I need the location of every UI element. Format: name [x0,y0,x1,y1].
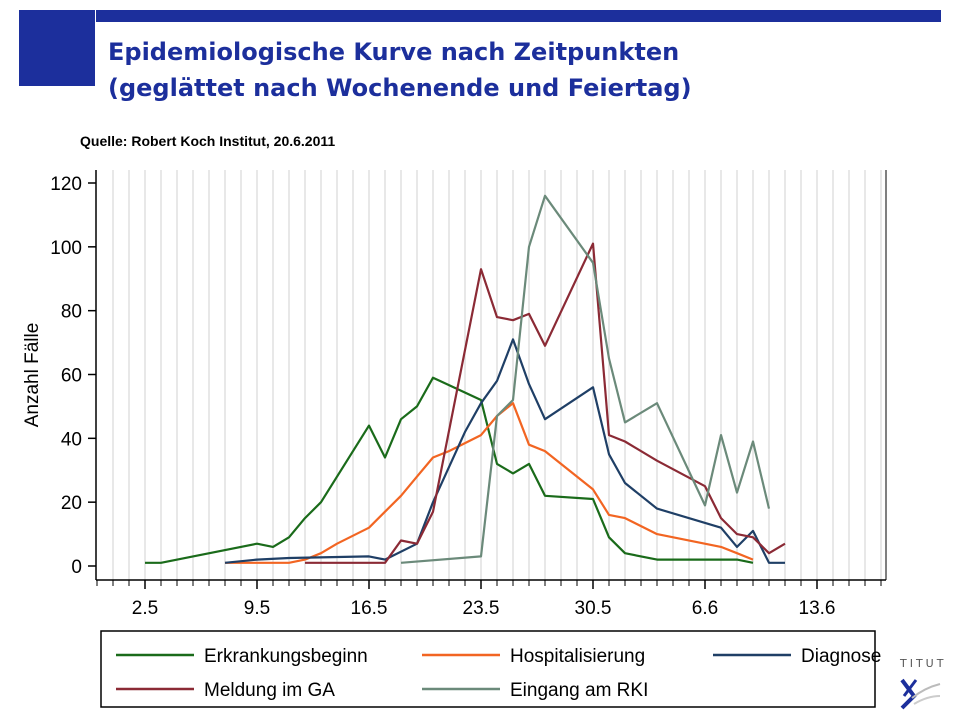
axis-layer: 0 20 40 60 80 100 120 2.5 9.5 16.5 23.5 30.5 6.6 13.6 [50,170,887,619]
legend-label-2: Diagnose [801,646,881,667]
series-line-2 [224,338,785,564]
logo-text: TITUT [900,657,947,670]
x-tick-label: 6.6 [692,598,718,619]
x-tick-label: 16.5 [351,598,388,619]
title-line-2: (geglättet nach Wochenende und Feiertag) [108,74,692,102]
x-tick-label: 9.5 [244,598,270,619]
y-tick-label: 100 [50,238,82,259]
legend: Erkrankungsbeginn Hospitalisierung Diagnos… [100,630,881,708]
y-tick-label: 40 [61,429,82,450]
series-line-3 [305,242,786,564]
y-tick-label: 80 [61,302,82,323]
legend-label-4: Eingang am RKI [510,680,648,701]
y-axis-label: Anzahl Fälle [22,323,43,428]
x-logo-icon [900,678,941,710]
y-tick-label: 20 [61,493,82,514]
header-blue-square [19,10,95,86]
page-title: Epidemiologische Kurve nach Zeitpunkten … [108,34,692,106]
series-line-0 [145,376,754,564]
grid-layer [112,170,882,580]
header-top-bar [96,10,941,22]
legend-label-0: Erkrankungsbeginn [204,646,368,667]
legend-box [100,630,876,708]
y-tick-label: 60 [61,366,82,387]
x-tick-label: 30.5 [575,598,612,619]
title-line-1: Epidemiologische Kurve nach Zeitpunkten [108,38,680,66]
series-line-4 [400,194,771,564]
x-tick-label: 13.6 [799,598,836,619]
y-tick-label: 0 [71,557,82,578]
source-note: Quelle: Robert Koch Institut, 20.6.2011 [80,133,336,149]
legend-label-3: Meldung im GA [204,680,335,701]
series-line-1 [225,402,754,564]
series-layer [145,194,786,564]
y-tick-label: 120 [50,174,82,195]
plot-area-background [96,170,886,580]
legend-label-1: Hospitalisierung [510,646,645,667]
x-tick-label: 23.5 [463,598,500,619]
x-tick-label: 2.5 [132,598,158,619]
